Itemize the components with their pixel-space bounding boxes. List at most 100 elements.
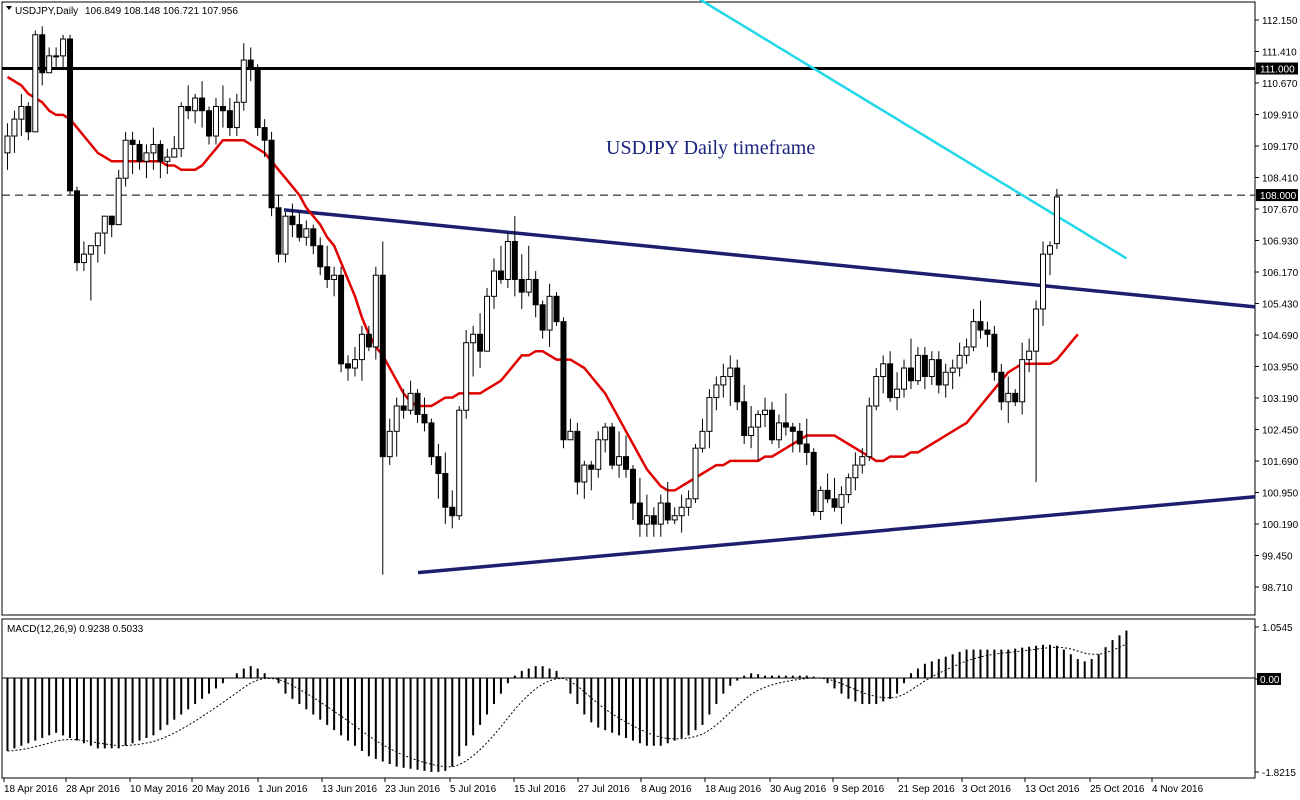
candle-bullish: [484, 295, 491, 352]
level-label: 111.000: [1260, 65, 1295, 76]
macd-zero-box: [1257, 673, 1281, 685]
candle-bullish: [949, 367, 956, 373]
price-tick-label: 108.410: [1262, 174, 1299, 185]
candle-bullish: [956, 354, 963, 369]
candle-bearish: [560, 321, 567, 441]
candle-bearish: [442, 473, 449, 508]
candle-bearish: [345, 363, 352, 369]
candle-bearish: [636, 502, 643, 525]
candle-bullish: [866, 405, 873, 458]
candle-bearish: [921, 354, 928, 377]
candle-bullish: [331, 274, 338, 280]
price-tick-label: 98.710: [1262, 583, 1293, 594]
trendline: [417, 494, 1256, 575]
candle-bearish: [789, 426, 796, 432]
candle-bearish: [511, 240, 518, 280]
candle-bearish: [609, 426, 616, 466]
candle-bullish: [525, 278, 532, 293]
date-tick-label: 15 Jul 2016: [514, 784, 566, 795]
candle-bearish: [588, 464, 595, 470]
candle-bullish: [282, 215, 289, 255]
candle-bearish: [185, 105, 192, 112]
candle-bullish: [504, 240, 511, 280]
date-tick-label: 3 Oct 2016: [962, 784, 1011, 795]
candle-bullish: [1005, 392, 1012, 403]
candle-bullish: [1033, 308, 1040, 352]
candle-bullish: [386, 430, 393, 458]
candle-bearish: [247, 59, 254, 70]
candle-bullish: [699, 430, 706, 449]
candle-bearish: [887, 363, 894, 399]
price-tick-label: 112.150: [1262, 16, 1298, 27]
date-tick-label: 28 Apr 2016: [66, 784, 120, 795]
candle-bearish: [574, 430, 581, 483]
macd-panel-frame: [1, 618, 1256, 779]
candle-bearish: [296, 224, 303, 238]
date-tick-label: 23 Jun 2016: [385, 784, 440, 795]
candle-bullish: [643, 515, 650, 525]
candle-bullish: [192, 97, 199, 112]
candle-bearish: [136, 143, 143, 162]
main-chart-frame: [1, 1, 1256, 616]
dropdown-triangle-icon[interactable]: [6, 6, 12, 10]
candle-bullish: [928, 359, 935, 377]
candle-bullish: [859, 456, 866, 466]
macd-label: MACD(12,26,9) 0.9238 0.5033: [7, 624, 144, 635]
date-tick-label: 18 Apr 2016: [4, 784, 58, 795]
level-label-box: [1256, 189, 1298, 202]
date-tick-label: 30 Aug 2016: [770, 784, 827, 795]
candle-bearish: [338, 274, 345, 365]
candlesticks: [4, 26, 1060, 575]
date-tick-label: 20 May 2016: [192, 784, 250, 795]
candle-bearish: [199, 97, 206, 112]
candle-bullish: [616, 456, 623, 466]
candle-bearish: [449, 506, 456, 517]
candle-bearish: [1012, 392, 1019, 403]
candle-bullish: [775, 422, 782, 441]
candle-bullish: [1053, 196, 1060, 245]
candle-bullish: [602, 426, 609, 441]
date-tick-label: 1 Jun 2016: [258, 784, 308, 795]
candle-bearish: [428, 422, 435, 458]
candle-bearish: [421, 413, 428, 424]
candle-bearish: [998, 371, 1005, 403]
candle-bullish: [1026, 350, 1033, 361]
candle-bearish: [219, 105, 226, 112]
level-label-box: [1256, 62, 1298, 75]
candle-bearish: [518, 278, 525, 293]
candle-bearish: [275, 207, 282, 255]
horizontal-levels: [2, 67, 1255, 196]
candle-bearish: [741, 401, 748, 437]
date-tick-label: 4 Nov 2016: [1152, 784, 1204, 795]
price-tick-label: 109.910: [1262, 111, 1299, 122]
candle-bearish: [365, 333, 372, 348]
candle-bearish: [553, 295, 560, 323]
price-axis: 112.150 111.410 110.670 109.910 109.170 108.4…: [1255, 16, 1299, 594]
candle-bullish: [1019, 359, 1026, 403]
candle-bullish: [60, 38, 67, 57]
candle-bearish: [268, 139, 275, 209]
candle-bearish: [206, 110, 213, 137]
candle-bearish: [477, 333, 484, 352]
date-axis: 18 Apr 2016 28 Apr 2016 10 May 2016 20 May …: [3, 778, 1204, 795]
level-label: 108.000: [1260, 191, 1297, 202]
candle-bearish: [991, 333, 998, 373]
candle-bearish: [317, 245, 324, 268]
macd-axis: 1.0545 0.00 -1.8215: [1255, 623, 1296, 779]
candle-bullish: [901, 367, 908, 390]
candle-bullish: [490, 270, 497, 297]
price-tick-label: 109.170: [1262, 142, 1299, 153]
candle-bearish: [984, 329, 991, 335]
candle-bearish: [623, 456, 630, 470]
candle-bullish: [87, 245, 94, 255]
candle-bearish: [935, 359, 942, 386]
candle-bearish: [796, 430, 803, 445]
candle-bullish: [18, 105, 25, 120]
candle-bearish: [907, 367, 914, 382]
trendlines: [283, 208, 1256, 575]
candle-bullish: [706, 397, 713, 432]
candle-bullish: [463, 342, 470, 411]
candle-bearish: [73, 190, 80, 264]
candle-bullish: [671, 515, 678, 521]
candle-bullish: [914, 354, 921, 382]
